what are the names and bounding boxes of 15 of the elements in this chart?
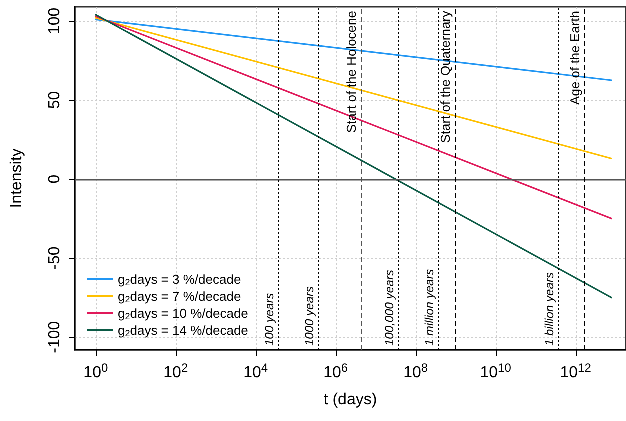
ref-line-label: 100,000 years (382, 270, 396, 346)
ref-line-label: Start of the Holocene (344, 11, 360, 134)
y-tick-label: 50 (46, 91, 64, 110)
y-tick-label: -100 (46, 321, 64, 354)
ref-line-label: 1 billion years (542, 272, 556, 346)
y-tick-label: 0 (46, 174, 64, 184)
y-axis-title: Intensity (8, 148, 26, 208)
ref-line-label: Age of the Earth (568, 11, 583, 105)
x-axis-title: t (days) (324, 392, 378, 408)
ref-line-label: 100 years (262, 293, 276, 346)
y-tick-label: 100 (46, 8, 64, 35)
y-tick-label: -50 (46, 246, 64, 270)
ref-line-label: 1 million years (422, 269, 436, 346)
ref-line-label: Start of the Quaternary (438, 10, 453, 144)
ref-line-label: 1000 years (302, 286, 316, 346)
